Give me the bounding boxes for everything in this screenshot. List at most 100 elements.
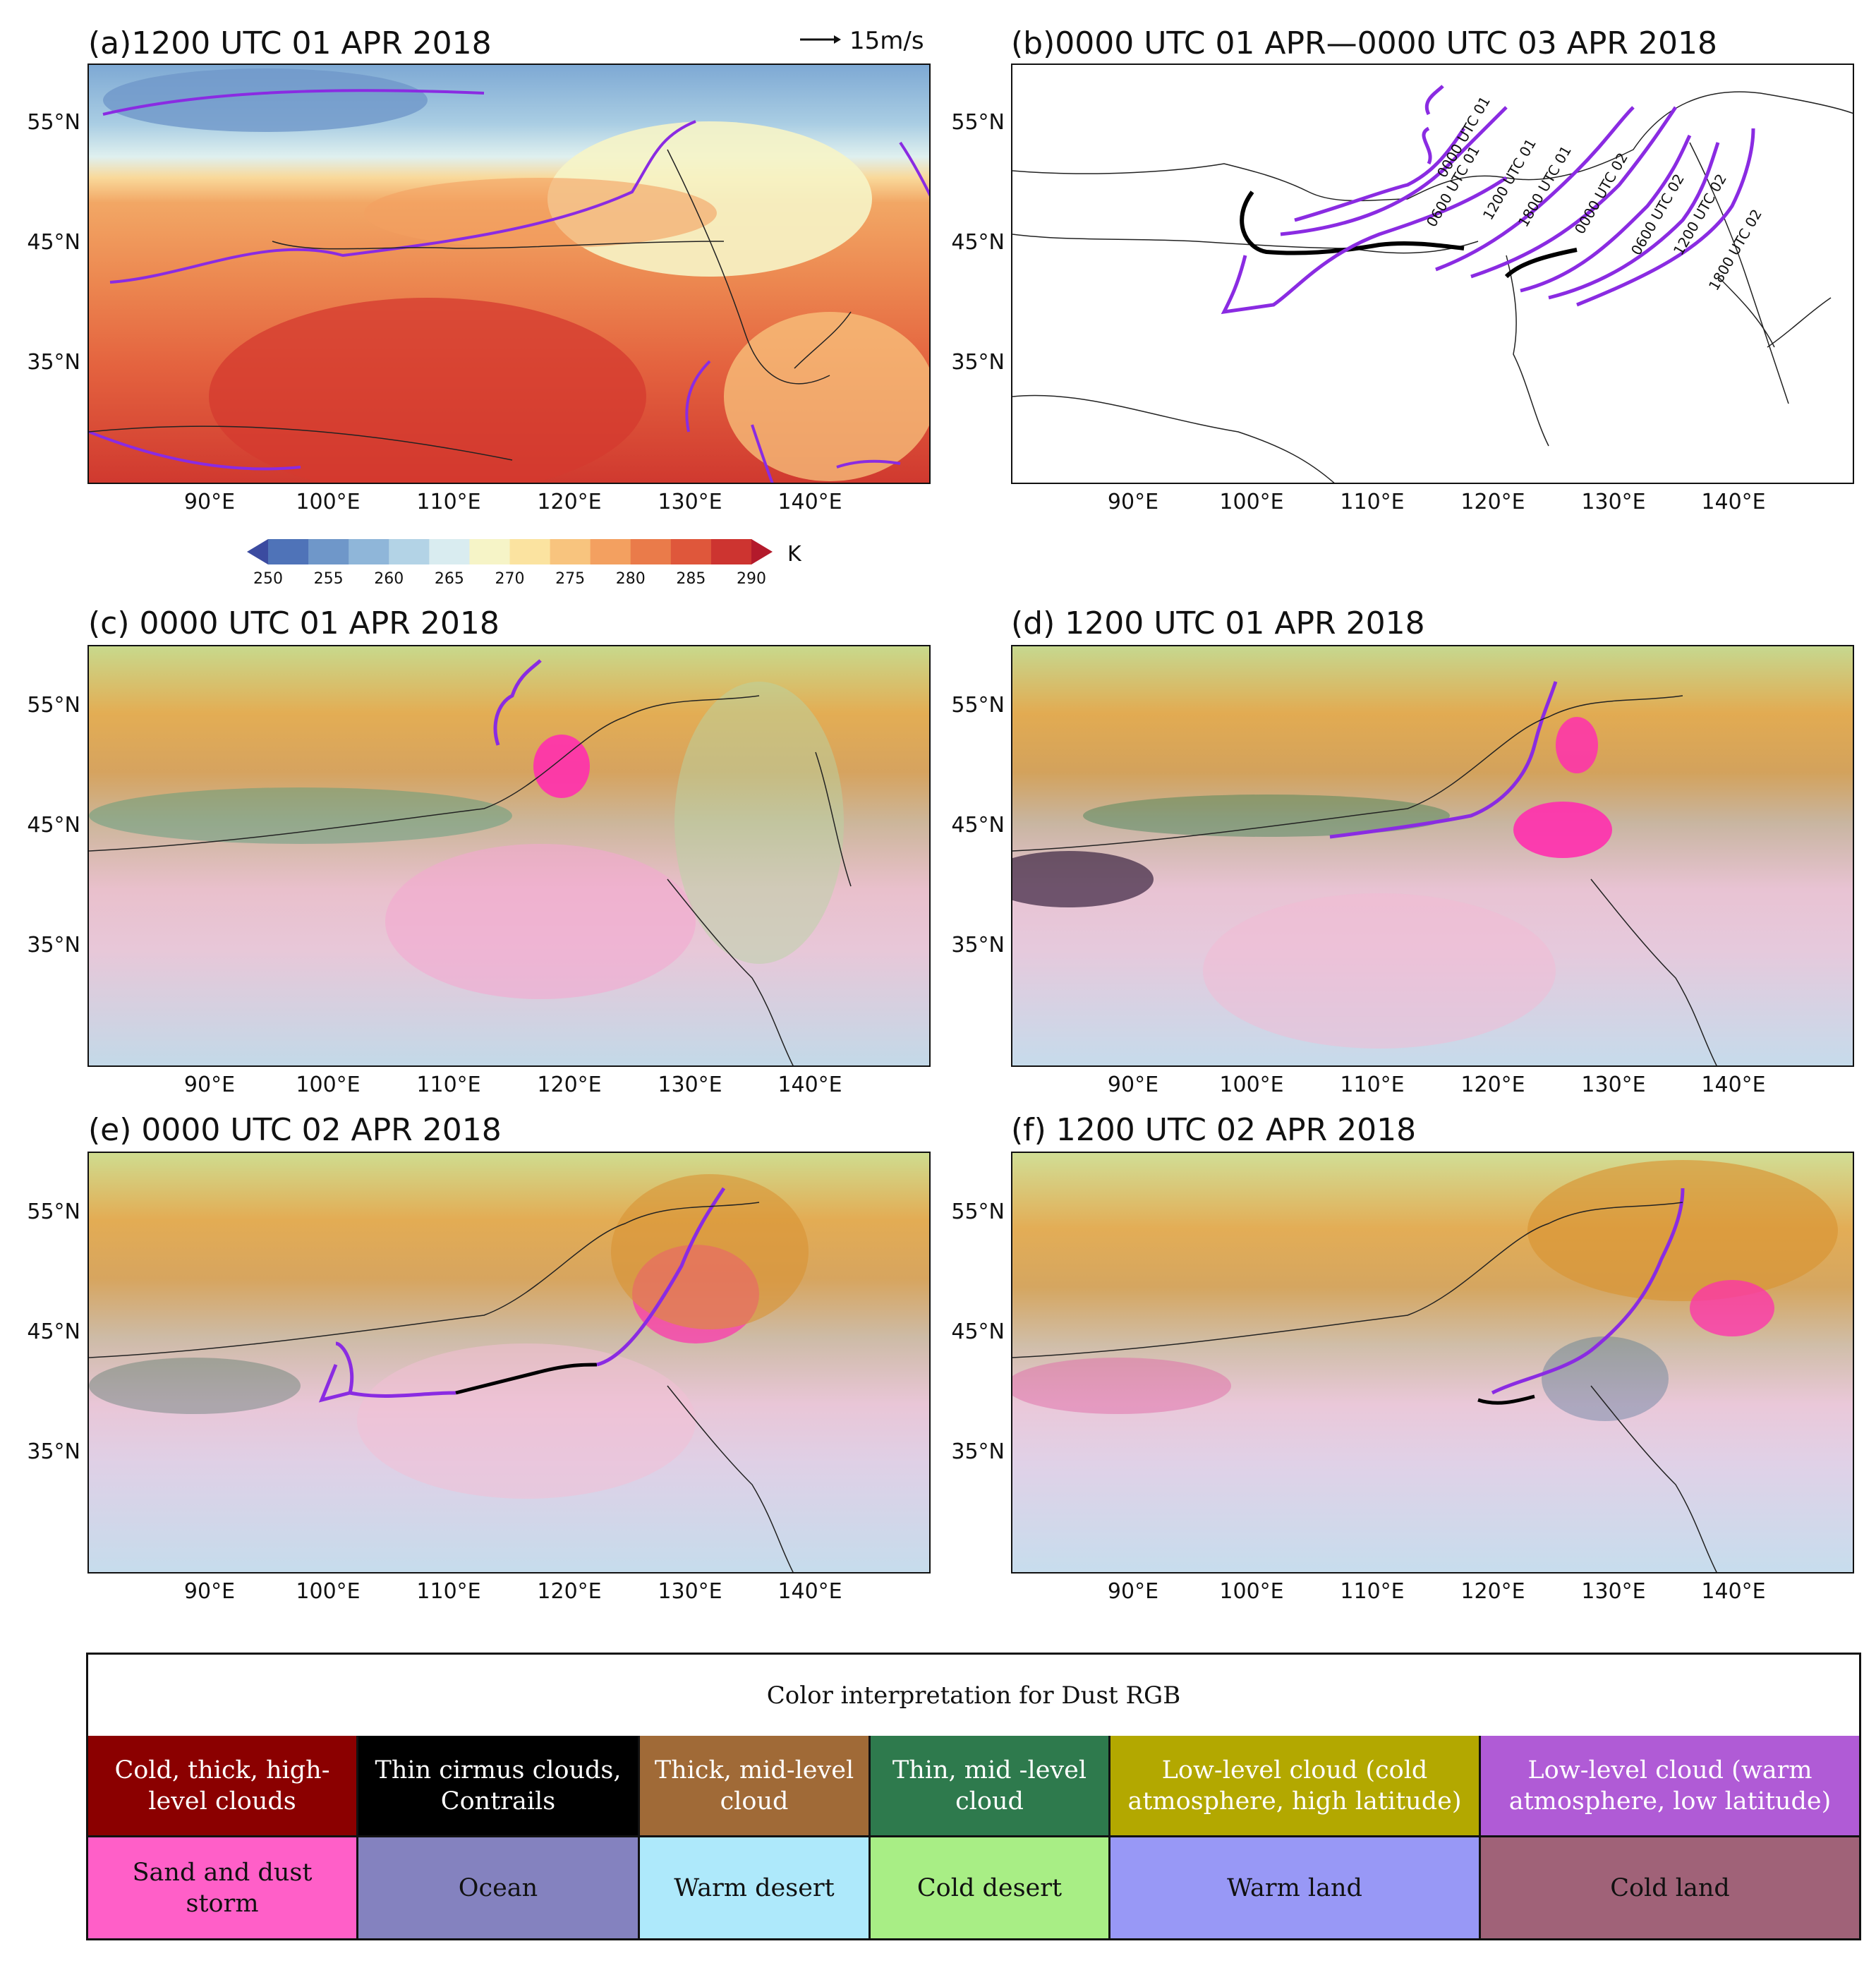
lon-tick: 100°E xyxy=(1219,490,1284,514)
colorbar-segment xyxy=(429,539,470,564)
lon-tick: 140°E xyxy=(1701,1579,1766,1604)
panel-b-trajectory-map: 0000 UTC 01 0600 UTC 01 1200 UTC 01 1800… xyxy=(1011,64,1854,484)
lon-tick: 130°E xyxy=(1581,490,1646,514)
lat-tick: 35°N xyxy=(951,1439,1005,1464)
lon-tick: 140°E xyxy=(1701,490,1766,514)
lon-tick: 110°E xyxy=(1340,1579,1405,1604)
colorbar-gradient xyxy=(247,539,773,564)
colorbar-segment xyxy=(710,539,752,564)
colorbar-segment xyxy=(308,539,349,564)
lon-tick: 110°E xyxy=(416,1579,481,1604)
lon-tick: 90°E xyxy=(1107,1073,1159,1097)
legend-cell: Sand and dust storm xyxy=(88,1837,358,1938)
colorbar-segment xyxy=(670,539,712,564)
lon-tick: 130°E xyxy=(1581,1073,1646,1097)
legend-cell: Cold, thick, high-level clouds xyxy=(88,1736,358,1837)
colorbar-segment xyxy=(268,539,309,564)
colorbar-tick-label: 275 xyxy=(555,570,586,588)
lat-tick: 55°N xyxy=(951,1200,1005,1224)
lon-tick: 120°E xyxy=(1460,1073,1525,1097)
lat-tick: 45°N xyxy=(27,230,80,255)
colorbar-segment xyxy=(590,539,631,564)
colorbar-extend-low xyxy=(247,539,268,564)
lat-tick: 45°N xyxy=(27,813,80,838)
wind-reference-arrow xyxy=(799,32,841,47)
legend-title: Color interpretation for Dust RGB xyxy=(88,1655,1859,1738)
lat-tick: 35°N xyxy=(951,933,1005,958)
colorbar xyxy=(247,539,773,564)
colorbar-segment xyxy=(469,539,510,564)
panel-f-dust-rgb-map xyxy=(1011,1152,1854,1574)
lon-tick: 140°E xyxy=(777,490,842,514)
panel-d-overlay xyxy=(1012,681,1717,1065)
lat-tick: 45°N xyxy=(951,230,1005,255)
legend-cell: Ocean xyxy=(358,1837,640,1938)
lon-tick: 90°E xyxy=(1107,1579,1159,1604)
colorbar-segment xyxy=(630,539,672,564)
colorbar-segment xyxy=(550,539,591,564)
panel-c-overlay xyxy=(89,659,852,1065)
lon-tick: 120°E xyxy=(537,1073,602,1097)
lon-tick: 100°E xyxy=(1219,1579,1284,1604)
lat-tick: 35°N xyxy=(27,350,80,375)
panel-b-title: (b)0000 UTC 01 APR—0000 UTC 03 APR 2018 xyxy=(1011,25,1717,61)
panel-d-title: (d) 1200 UTC 01 APR 2018 xyxy=(1011,605,1425,641)
legend-cell: Warm desert xyxy=(640,1837,871,1938)
panel-e-overlay xyxy=(89,1174,809,1572)
lon-tick: 120°E xyxy=(537,490,602,514)
lon-tick: 120°E xyxy=(537,1579,602,1604)
panel-b-overlay xyxy=(1012,85,1853,483)
legend-cell: Cold land xyxy=(1481,1837,1859,1938)
wind-reference-label: 15m/s xyxy=(849,27,924,55)
lat-tick: 35°N xyxy=(27,1439,80,1464)
lat-tick: 45°N xyxy=(951,1319,1005,1344)
lon-tick: 110°E xyxy=(1340,490,1405,514)
colorbar-tick-label: 280 xyxy=(615,570,646,588)
lat-tick: 55°N xyxy=(951,110,1005,135)
lon-tick: 130°E xyxy=(658,1579,722,1604)
colorbar-tick-label: 285 xyxy=(676,570,706,588)
panel-c-dust-rgb-map xyxy=(87,645,931,1067)
legend-cell: Thick, mid-level cloud xyxy=(640,1736,871,1837)
lat-tick: 55°N xyxy=(951,693,1005,718)
lon-tick: 100°E xyxy=(296,1579,361,1604)
lat-tick: 55°N xyxy=(27,1200,80,1224)
lat-tick: 55°N xyxy=(27,110,80,135)
panel-f-overlay xyxy=(1012,1160,1838,1572)
lon-tick: 90°E xyxy=(183,1579,236,1604)
panel-d-dust-rgb-map xyxy=(1011,645,1854,1067)
colorbar-tick-label: 260 xyxy=(374,570,404,588)
lon-tick: 110°E xyxy=(416,490,481,514)
lon-tick: 100°E xyxy=(296,490,361,514)
colorbar-segment xyxy=(509,539,551,564)
lat-tick: 45°N xyxy=(951,813,1005,838)
colorbar-segment xyxy=(349,539,389,564)
colorbar-tick-label: 250 xyxy=(253,570,283,588)
lon-tick: 130°E xyxy=(1581,1579,1646,1604)
lon-tick: 90°E xyxy=(183,490,236,514)
lon-tick: 90°E xyxy=(1107,490,1159,514)
lon-tick: 110°E xyxy=(1340,1073,1405,1097)
panel-c-title: (c) 0000 UTC 01 APR 2018 xyxy=(88,605,500,641)
legend-cell: Thin cirmus clouds, Contrails xyxy=(358,1736,640,1837)
lat-tick: 35°N xyxy=(951,350,1005,375)
lon-tick: 100°E xyxy=(1219,1073,1284,1097)
panel-a-title: (a)1200 UTC 01 APR 2018 xyxy=(88,25,492,61)
lon-tick: 140°E xyxy=(777,1073,842,1097)
colorbar-extend-high xyxy=(751,539,773,564)
colorbar-tick-label: 255 xyxy=(313,570,344,588)
legend-cell: Warm land xyxy=(1111,1837,1481,1938)
legend-cell: Low-level cloud (warm atmosphere, low la… xyxy=(1481,1736,1859,1837)
lon-tick: 100°E xyxy=(296,1073,361,1097)
panel-e-title: (e) 0000 UTC 02 APR 2018 xyxy=(88,1112,502,1148)
colorbar-tick-label: 290 xyxy=(737,570,766,588)
lat-tick: 35°N xyxy=(27,933,80,958)
lon-tick: 120°E xyxy=(1460,1579,1525,1604)
panel-a-overlay xyxy=(89,68,929,483)
colorbar-labels: 250 255 260 265 270 275 280 285 290 xyxy=(247,570,773,591)
panel-a-temperature-map xyxy=(87,64,931,484)
lon-tick: 140°E xyxy=(777,1579,842,1604)
colorbar-tick-label: 265 xyxy=(434,570,464,588)
lon-tick: 90°E xyxy=(183,1073,236,1097)
lat-tick: 55°N xyxy=(27,693,80,718)
